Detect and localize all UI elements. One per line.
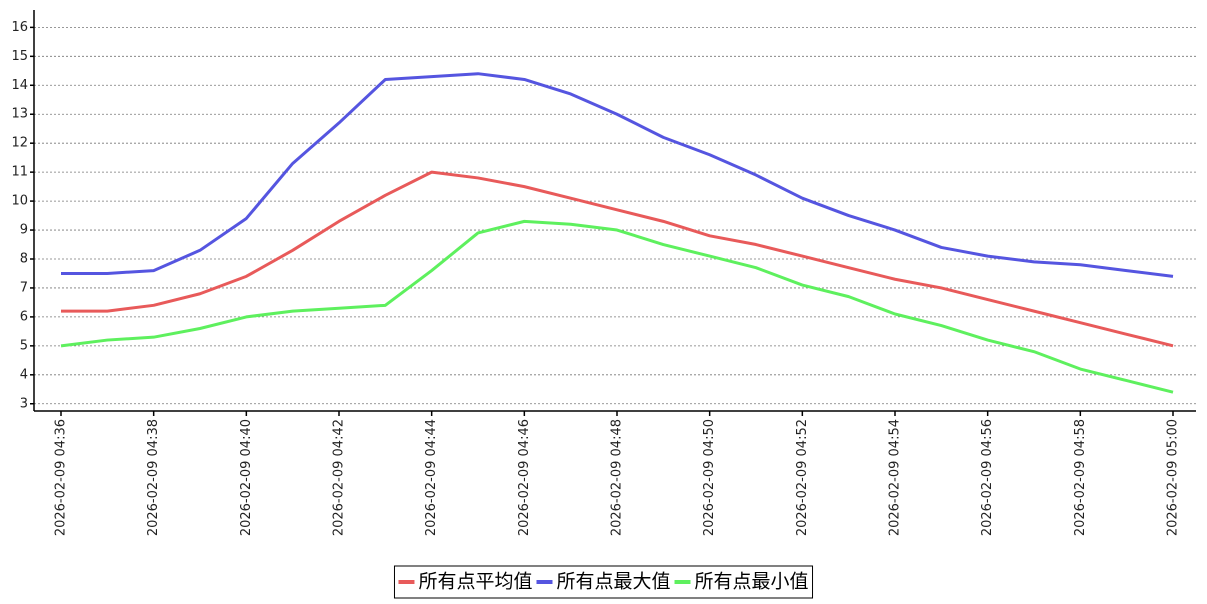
- x-tick-label: 2026-02-09 04:54: [888, 419, 903, 536]
- x-tick-label: 2026-02-09 04:58: [1073, 419, 1088, 536]
- y-tick-label: 11: [11, 165, 28, 180]
- y-tick-label: 9: [20, 223, 28, 238]
- y-tick-label: 6: [20, 309, 28, 324]
- x-tick-label: 2026-02-09 04:46: [517, 419, 532, 536]
- x-tick-label: 2026-02-09 04:38: [146, 419, 161, 536]
- series-line: [61, 170, 1174, 348]
- y-tick-label: 12: [11, 136, 28, 151]
- y-tick-label: 8: [20, 251, 28, 266]
- x-tick-label: 2026-02-09 05:00: [1166, 419, 1181, 536]
- y-tick-label: 4: [20, 367, 28, 382]
- series-line: [60, 219, 1174, 394]
- y-tick-label: 14: [11, 78, 28, 93]
- y-tick-label: 13: [11, 107, 28, 122]
- series-line: [61, 72, 1174, 278]
- x-tick-label: 2026-02-09 04:36: [54, 419, 69, 536]
- legend: 所有点平均值 所有点最大值 所有点最小值: [393, 565, 814, 599]
- x-tick-label: 2026-02-09 04:40: [239, 419, 254, 536]
- x-tick-label: 2026-02-09 04:44: [424, 419, 439, 536]
- y-tick-label: 3: [20, 396, 28, 411]
- y-tick-label: 5: [20, 338, 28, 353]
- y-tick-label: 7: [20, 280, 28, 295]
- x-tick-label: 2026-02-09 04:48: [610, 419, 625, 536]
- x-tick-label: 2026-02-09 04:42: [332, 419, 347, 536]
- x-tick-label: 2026-02-09 04:52: [795, 419, 810, 536]
- legend-label: 所有点最小值: [695, 571, 809, 593]
- x-tick-label: 2026-02-09 04:50: [702, 419, 717, 536]
- legend-label: 所有点最大值: [556, 571, 670, 593]
- x-tick-label: 2026-02-09 04:56: [980, 419, 995, 536]
- legend-box: [393, 565, 814, 599]
- y-tick-label: 10: [11, 194, 28, 209]
- y-tick-label: 16: [11, 20, 28, 35]
- y-tick-label: 15: [11, 49, 28, 64]
- legend-label: 所有点平均值: [418, 571, 532, 593]
